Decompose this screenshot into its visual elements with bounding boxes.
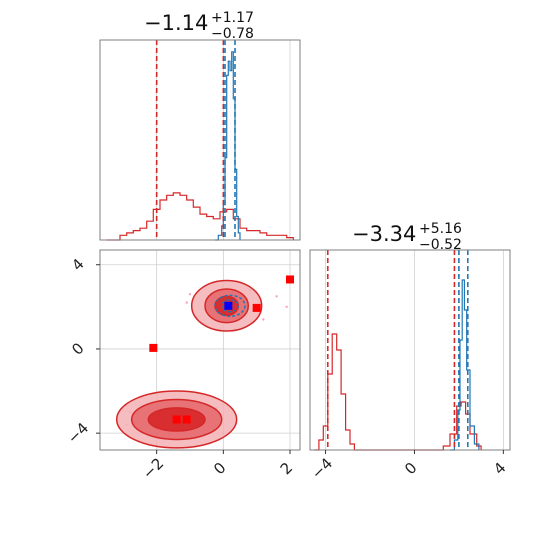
joint-panel: −2 0 2 −4 0 4 [64,249,301,483]
joint-marker-red [172,415,181,424]
param1-title-value: −1.14 [144,11,208,35]
joint-sample-point [185,301,188,304]
joint-y-tick-label: 4 [68,255,87,274]
param2-marginal-frame [309,249,511,451]
joint-blue-contour [220,299,240,313]
joint-x-tick-label: 0 [210,459,229,478]
param1-hist-red [106,192,294,241]
joint-sample-point [285,305,288,309]
joint-blue-contour [214,294,246,318]
param1-title-plus: +1.17 [211,10,254,26]
joint-plot [115,275,294,449]
joint-x-tick-label: −2 [139,454,167,482]
param2-hist-blue [450,279,480,451]
joint-x-ticks: −2 0 2 [139,450,296,483]
param2-x-tick-label: 0 [401,459,420,478]
param1-hist-blue [215,51,241,241]
param2-title-minus: −0.52 [419,237,462,253]
param2-x-tick-label: 4 [490,459,509,478]
param2-title-value: −3.34 [352,222,416,246]
param2-x-ticks: −4 0 4 [308,450,510,483]
param2-marginal-panel: −4 0 4 [308,249,511,483]
param1-title-minus: −0.78 [211,26,254,42]
joint-marker-red [149,343,158,352]
joint-sample-point [262,318,265,321]
joint-x-tick-label: 2 [277,459,296,478]
joint-y-tick-label: −4 [64,419,92,447]
param2-marginal-plot [314,250,482,451]
joint-y-tick-label: 0 [68,339,87,358]
joint-marker-red [252,303,261,312]
param1-marginal-panel [99,39,301,241]
joint-sample-point [188,293,192,296]
joint-marker-red [286,275,294,284]
param1-marginal-frame [99,39,301,241]
joint-y-ticks: −4 0 4 [64,255,100,447]
param2-title-plus: +5.16 [419,221,462,237]
param2-marginal-grid [325,250,504,450]
param2-x-tick-label: −4 [308,454,336,482]
joint-frame [99,249,301,451]
param1-marginal-plot [106,40,294,241]
joint-sample-point [275,295,278,298]
joint-marker-blue [224,301,233,310]
param2-hist-red [314,333,482,451]
joint-marker-red [182,415,191,424]
